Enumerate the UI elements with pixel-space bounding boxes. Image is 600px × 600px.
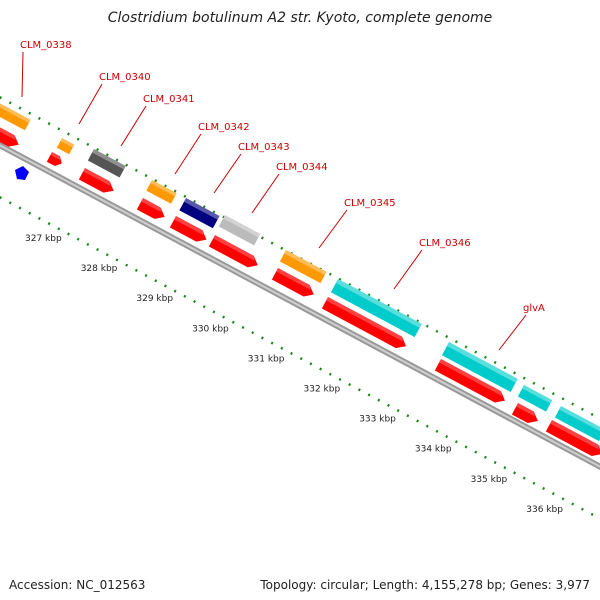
cds-arrow bbox=[321, 297, 407, 349]
cds-arrow bbox=[271, 268, 314, 297]
gene-label: CLM_0341 bbox=[143, 94, 195, 105]
gene-label: glvA bbox=[523, 303, 545, 314]
kbp-tick-label: 332 kbp bbox=[304, 385, 341, 395]
gene-label: CLM_0346 bbox=[419, 238, 471, 249]
gene-label: CLM_0342 bbox=[198, 122, 250, 133]
inner-scale-ring bbox=[0, 195, 600, 521]
accession-text: Accession: NC_012563 bbox=[9, 578, 146, 592]
feature-block-gray bbox=[87, 149, 126, 178]
feature-block-orange bbox=[146, 180, 177, 204]
kbp-tick-label: 335 kbp bbox=[471, 475, 508, 485]
gene-label: CLM_0345 bbox=[344, 198, 396, 209]
gene-leader-line bbox=[21, 51, 24, 98]
gene-leader-line bbox=[498, 314, 527, 351]
feature-block-silver bbox=[218, 215, 261, 246]
feature-block-cyan bbox=[330, 279, 422, 338]
gene-leader-line bbox=[174, 133, 202, 175]
kbp-tick-label: 327 kbp bbox=[25, 234, 62, 244]
feature-block-orange bbox=[0, 98, 31, 131]
kbp-tick-label: 331 kbp bbox=[248, 354, 285, 364]
feature-block-navy bbox=[179, 198, 220, 229]
kbp-tick-label: 329 kbp bbox=[136, 294, 173, 304]
cds-arrow bbox=[434, 359, 505, 403]
gene-label: CLM_0344 bbox=[276, 162, 328, 173]
cds-arrow bbox=[136, 198, 165, 219]
kbp-tick-label: 336 kbp bbox=[526, 505, 563, 515]
gene-leader-line bbox=[78, 83, 103, 125]
genome-backbone-highlight bbox=[0, 144, 600, 468]
cds-arrow bbox=[169, 216, 207, 242]
feature-block-cyan bbox=[517, 385, 553, 412]
cds-arrow bbox=[208, 235, 258, 268]
gene-leader-line bbox=[120, 105, 147, 147]
cds-arrow bbox=[0, 122, 19, 147]
gene-leader-line bbox=[213, 153, 242, 194]
cds-arrow bbox=[511, 403, 538, 423]
cds-arrow bbox=[46, 152, 62, 166]
feature-block-orange bbox=[56, 138, 75, 155]
cds-arrow bbox=[78, 168, 114, 193]
topology-text: Topology: circular; Length: 4,155,278 bp… bbox=[260, 578, 590, 592]
feature-block-cyan bbox=[441, 342, 518, 393]
map-title: Clostridium botulinum A2 str. Kyoto, com… bbox=[108, 10, 493, 26]
cds-arrow bbox=[545, 420, 600, 457]
kbp-tick-label: 330 kbp bbox=[192, 324, 229, 334]
gene-label: CLM_0338 bbox=[20, 40, 72, 51]
kbp-tick-label: 334 kbp bbox=[415, 445, 452, 455]
gene-leader-line bbox=[393, 249, 423, 290]
blue-pentagon-marker bbox=[15, 166, 29, 180]
gene-leader-line bbox=[318, 209, 348, 249]
feature-block-cyan bbox=[554, 406, 600, 442]
kbp-tick-label: 333 kbp bbox=[359, 415, 396, 425]
gene-label: CLM_0340 bbox=[99, 72, 151, 83]
kbp-tick-label: 328 kbp bbox=[81, 264, 118, 274]
feature-block-orange bbox=[279, 250, 327, 284]
gene-leader-line bbox=[251, 173, 280, 214]
gene-label: CLM_0343 bbox=[238, 142, 290, 153]
